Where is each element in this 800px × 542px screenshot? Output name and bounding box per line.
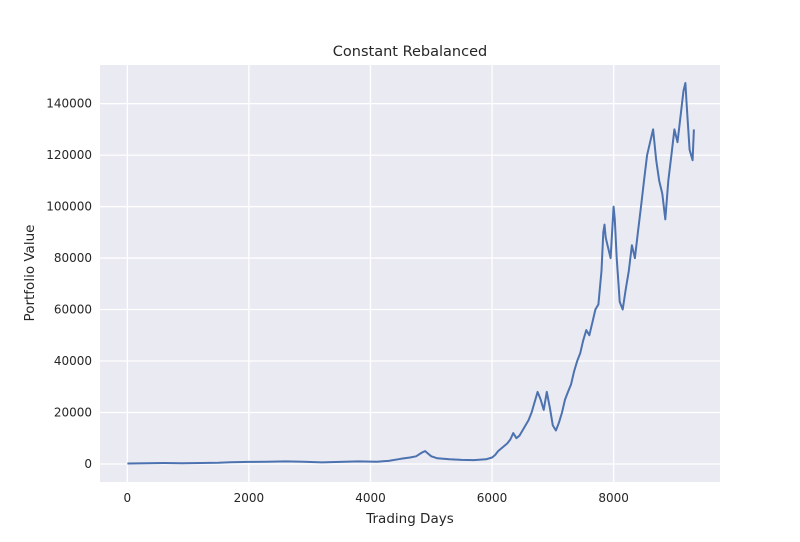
y-tick-label: 0 bbox=[84, 457, 92, 471]
y-tick-labels: 0 20000 40000 60000 80000 100000 120000 140000 bbox=[46, 97, 92, 471]
y-tick-label: 100000 bbox=[46, 200, 92, 214]
chart-title: Constant Rebalanced bbox=[333, 44, 487, 60]
x-tick-label: 2000 bbox=[234, 491, 265, 505]
x-tick-label: 4000 bbox=[355, 491, 386, 505]
x-tick-labels: 0 2000 4000 6000 8000 bbox=[124, 491, 629, 505]
y-tick-label: 80000 bbox=[54, 251, 92, 265]
x-tick-label: 8000 bbox=[598, 491, 629, 505]
y-tick-label: 140000 bbox=[46, 97, 92, 111]
y-axis-label: Portfolio Value bbox=[22, 225, 38, 322]
x-tick-label: 0 bbox=[124, 491, 132, 505]
series-line bbox=[127, 82, 695, 465]
y-tick-label: 20000 bbox=[54, 406, 92, 420]
y-tick-label: 60000 bbox=[54, 303, 92, 317]
x-axis-label: Trading Days bbox=[365, 511, 454, 527]
plot-background bbox=[100, 65, 720, 482]
y-tick-label: 40000 bbox=[54, 354, 92, 368]
x-tick-label: 6000 bbox=[477, 491, 508, 505]
y-tick-label: 120000 bbox=[46, 148, 92, 162]
